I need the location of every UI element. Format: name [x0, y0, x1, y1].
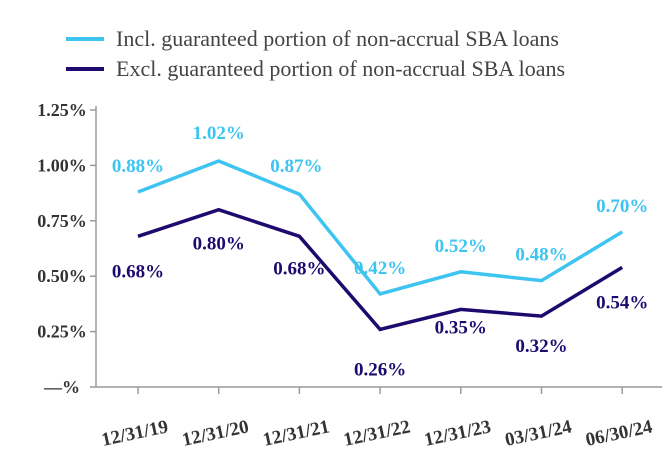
- data-label-incl: 0.52%: [435, 236, 487, 257]
- data-label-excl: 0.80%: [193, 234, 245, 255]
- y-tick-label: 0.25%: [37, 322, 87, 342]
- x-tick-label: 12/31/20: [180, 416, 250, 451]
- data-label-excl: 0.26%: [354, 359, 406, 380]
- legend-label-excl: Excl. guaranteed portion of non-accrual …: [116, 56, 566, 81]
- legend-swatch-excl: [66, 67, 104, 71]
- series-line-excl: [137, 207, 624, 332]
- legend-swatch-incl: [66, 37, 104, 41]
- data-label-excl: 0.68%: [273, 258, 325, 279]
- y-tick-label: 1.25%: [37, 100, 87, 120]
- legend-label-incl: Incl. guaranteed portion of non-accrual …: [116, 26, 559, 51]
- data-label-excl: 0.54%: [596, 292, 648, 313]
- data-label-incl: 0.87%: [270, 156, 322, 177]
- data-label-incl: 0.42%: [354, 258, 406, 279]
- chart-legend: Incl. guaranteed portion of non-accrual …: [66, 24, 565, 84]
- legend-item-incl: Incl. guaranteed portion of non-accrual …: [66, 24, 565, 54]
- series-line-incl: [137, 159, 624, 296]
- x-tick-label: 12/31/22: [342, 416, 412, 451]
- y-tick-label: —%: [43, 377, 80, 397]
- data-label-incl: 0.48%: [515, 245, 567, 266]
- data-label-excl: 0.32%: [515, 336, 567, 357]
- y-tick-label: 1.00%: [37, 155, 87, 175]
- y-tick-label: 0.75%: [37, 211, 87, 231]
- x-tick-label: 12/31/19: [100, 416, 170, 451]
- data-label-incl: 1.02%: [193, 123, 245, 144]
- data-label-incl: 0.88%: [112, 156, 164, 177]
- data-label-excl: 0.68%: [112, 261, 164, 282]
- x-tick-label: 03/31/24: [503, 416, 574, 451]
- x-tick-label: 06/30/24: [584, 416, 655, 451]
- x-tick-label: 12/31/21: [261, 416, 331, 451]
- data-label-incl: 0.70%: [596, 196, 648, 217]
- x-tick-label: 12/31/23: [422, 416, 492, 451]
- y-tick-label: 0.50%: [37, 266, 87, 286]
- legend-item-excl: Excl. guaranteed portion of non-accrual …: [66, 54, 565, 84]
- data-label-excl: 0.35%: [435, 317, 487, 338]
